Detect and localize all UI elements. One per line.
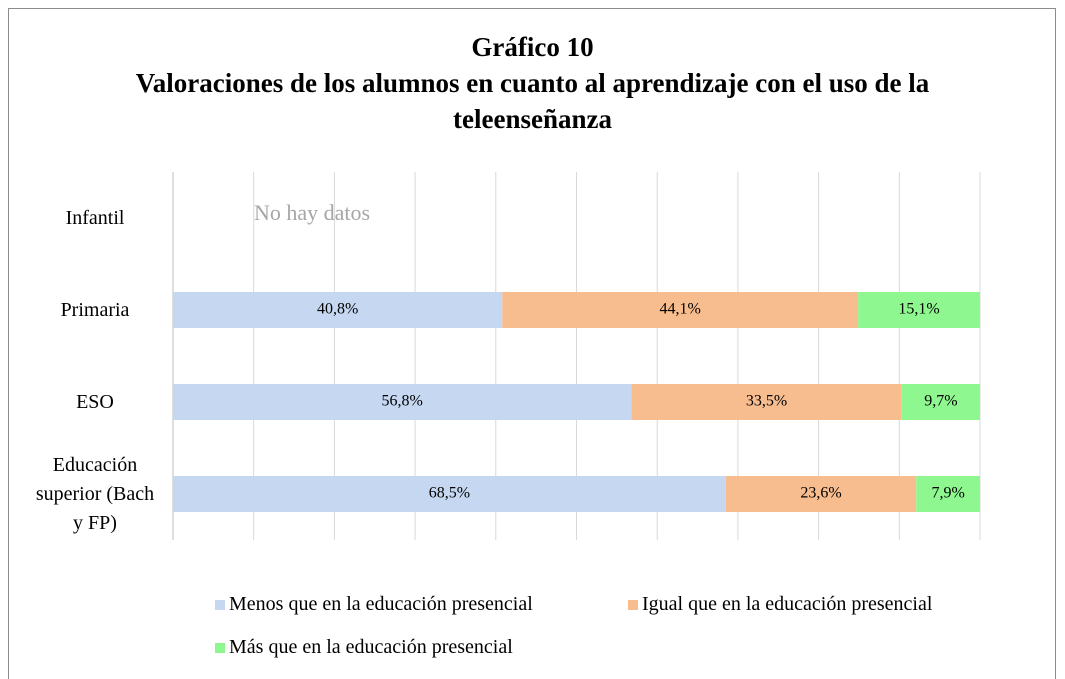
y-tick-label-text: Educación superior (Bach y FP) (35, 453, 155, 534)
data-label: 23,6% (800, 485, 841, 502)
bar-segment (858, 292, 980, 328)
y-tick-label: Educación superior (Bach y FP) (10, 449, 160, 539)
bar-segment (725, 476, 917, 512)
data-label: 7,9% (931, 485, 964, 502)
chart-frame (8, 8, 1056, 679)
data-label: 40,8% (317, 301, 358, 318)
chart-title: Gráfico 10 (471, 32, 594, 62)
y-tick-label-text: Infantil (65, 206, 125, 229)
data-label: 44,1% (660, 301, 701, 318)
y-tick-label-text: Primaria (60, 298, 130, 321)
data-label: 33,5% (746, 393, 787, 410)
legend-label: Igual que en la educación presencial (642, 593, 933, 615)
bar-segment (173, 292, 503, 328)
bar-segment (901, 384, 980, 420)
legend-swatch (215, 642, 225, 653)
bar-segment (173, 476, 726, 512)
data-label: 9,7% (924, 393, 957, 410)
y-tick-label: Infantil (10, 173, 160, 263)
legend-swatch (628, 599, 638, 610)
legend-swatch (215, 599, 225, 610)
annotation: No hay datos (254, 200, 371, 225)
data-label: 56,8% (382, 393, 423, 410)
legend-item: Igual que en la educación presencial (628, 593, 932, 616)
chart-subtitle: Valoraciones de los alumnos en cuanto al… (135, 68, 930, 134)
legend-item: Más que en la educación presencial (215, 636, 513, 659)
y-tick-label: Primaria (10, 265, 160, 355)
bar-segment (916, 476, 980, 512)
bar-segment (631, 384, 902, 420)
y-tick-label: ESO (10, 357, 160, 447)
legend-item: Menos que en la educación presencial (215, 593, 533, 616)
data-label: 15,1% (898, 301, 939, 318)
legend-label: Menos que en la educación presencial (229, 593, 533, 615)
bar-segment (173, 384, 632, 420)
legend-label: Más que en la educación presencial (229, 636, 513, 658)
bar-segment (502, 292, 859, 328)
data-label: 68,5% (429, 485, 470, 502)
y-tick-label-text: ESO (76, 390, 114, 413)
